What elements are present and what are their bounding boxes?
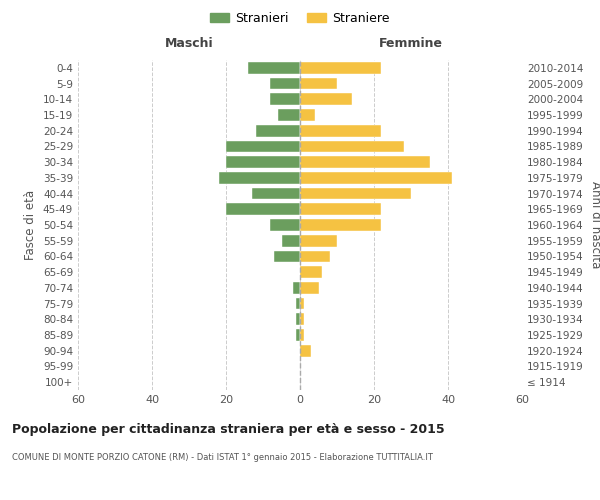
Bar — [256, 125, 300, 136]
Bar — [300, 125, 382, 136]
Bar — [300, 314, 304, 325]
Bar — [300, 94, 352, 105]
Text: COMUNE DI MONTE PORZIO CATONE (RM) - Dati ISTAT 1° gennaio 2015 - Elaborazione T: COMUNE DI MONTE PORZIO CATONE (RM) - Dat… — [12, 452, 433, 462]
Bar — [300, 140, 404, 152]
Bar — [278, 109, 300, 121]
Text: Maschi: Maschi — [164, 37, 214, 50]
Legend: Stranieri, Straniere: Stranieri, Straniere — [205, 7, 395, 30]
Bar — [300, 78, 337, 90]
Bar — [300, 282, 319, 294]
Bar — [281, 235, 300, 246]
Y-axis label: Anni di nascita: Anni di nascita — [589, 182, 600, 268]
Bar — [300, 109, 315, 121]
Bar — [296, 298, 300, 310]
Bar — [300, 188, 411, 200]
Text: Popolazione per cittadinanza straniera per età e sesso - 2015: Popolazione per cittadinanza straniera p… — [12, 422, 445, 436]
Bar — [274, 250, 300, 262]
Bar — [252, 188, 300, 200]
Bar — [271, 94, 300, 105]
Bar — [293, 282, 300, 294]
Bar — [271, 219, 300, 231]
Bar — [218, 172, 300, 184]
Bar — [226, 204, 300, 215]
Bar — [271, 78, 300, 90]
Bar — [226, 156, 300, 168]
Y-axis label: Fasce di età: Fasce di età — [25, 190, 37, 260]
Bar — [300, 156, 430, 168]
Bar — [300, 345, 311, 356]
Bar — [296, 314, 300, 325]
Bar — [300, 204, 382, 215]
Bar — [300, 235, 337, 246]
Bar — [296, 329, 300, 341]
Bar — [300, 298, 304, 310]
Bar — [300, 250, 329, 262]
Bar — [248, 62, 300, 74]
Bar — [300, 62, 382, 74]
Bar — [300, 172, 452, 184]
Bar — [226, 140, 300, 152]
Bar — [300, 266, 322, 278]
Bar — [300, 219, 382, 231]
Bar — [300, 329, 304, 341]
Text: Femmine: Femmine — [379, 37, 443, 50]
